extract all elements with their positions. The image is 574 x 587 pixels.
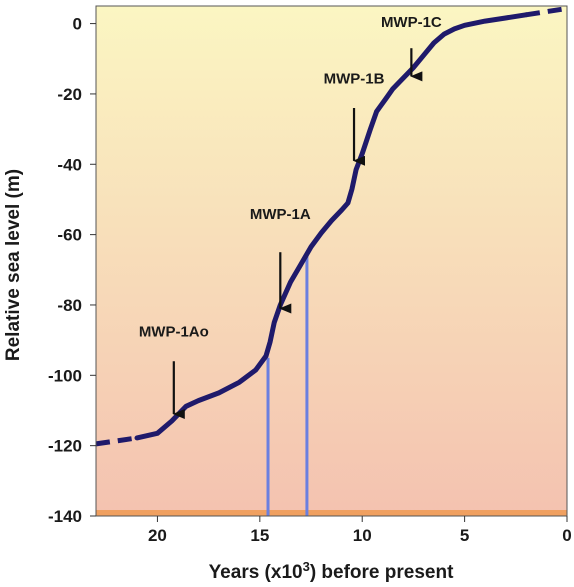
series-dashed-start: [95, 435, 138, 447]
vertical-markers: [266, 255, 309, 516]
annotation-label-mwp-1c: MWP-1C: [381, 14, 442, 31]
y-axis-title: Relative sea level (m): [3, 169, 24, 361]
y-tick-label: -120: [48, 437, 82, 456]
series-line: [134, 12, 529, 441]
series-dashed-end: [525, 6, 568, 18]
y-tick-label: -20: [57, 85, 82, 104]
y-tick-label: -80: [57, 296, 82, 315]
x-tick-label: 10: [353, 526, 372, 545]
annotations: MWP-1Ao MWP-1A MWP-1B MWP-1C: [139, 14, 442, 419]
y-tick-label: -60: [57, 226, 82, 245]
annotation-label-mwp-1a: MWP-1A: [250, 206, 311, 223]
x-tick-label: 0: [562, 526, 571, 545]
x-axis-title-superscript: 3: [303, 559, 310, 574]
y-axis: 0 -20 -40 -60 -80 -100 -120 -140: [48, 15, 96, 526]
x-tick-label: 20: [148, 526, 167, 545]
sea-level-series: [95, 6, 568, 447]
floor-band: [96, 510, 567, 516]
x-tick-label: 5: [460, 526, 469, 545]
x-axis-title-prefix: Years (x10: [209, 562, 303, 583]
x-tick-label: 15: [250, 526, 269, 545]
y-tick-label: -100: [48, 366, 82, 385]
y-tick-label: -40: [57, 155, 82, 174]
plot-frame: [95, 5, 568, 517]
annotation-label-mwp-1b: MWP-1B: [324, 70, 385, 87]
x-axis: 20 15 10 5 0: [148, 516, 572, 545]
plot-background: [96, 6, 567, 516]
y-tick-label: 0: [73, 15, 82, 34]
x-axis-title: Years (x103) before present: [209, 559, 455, 583]
x-axis-title-suffix: ) before present: [310, 562, 454, 583]
annotation-label-mwp-1ao: MWP-1Ao: [139, 324, 209, 341]
y-tick-label: -140: [48, 507, 82, 526]
